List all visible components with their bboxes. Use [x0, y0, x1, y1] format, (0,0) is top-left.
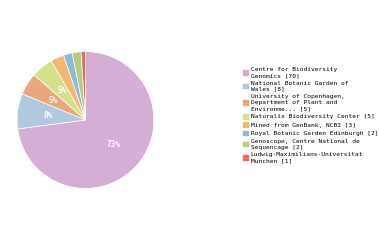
Wedge shape [22, 75, 86, 120]
Wedge shape [34, 61, 86, 120]
Text: 73%: 73% [107, 140, 121, 149]
Wedge shape [51, 55, 86, 120]
Text: 8%: 8% [44, 111, 53, 120]
Wedge shape [18, 52, 154, 188]
Wedge shape [81, 52, 86, 120]
Wedge shape [17, 94, 85, 129]
Legend: Centre for Biodiversity
Genomics [70], National Botanic Garden of
Wales [8], Uni: Centre for Biodiversity Genomics [70], N… [241, 65, 380, 165]
Text: 5%: 5% [57, 86, 66, 96]
Text: 5%: 5% [49, 96, 58, 105]
Wedge shape [72, 52, 86, 120]
Wedge shape [63, 53, 86, 120]
